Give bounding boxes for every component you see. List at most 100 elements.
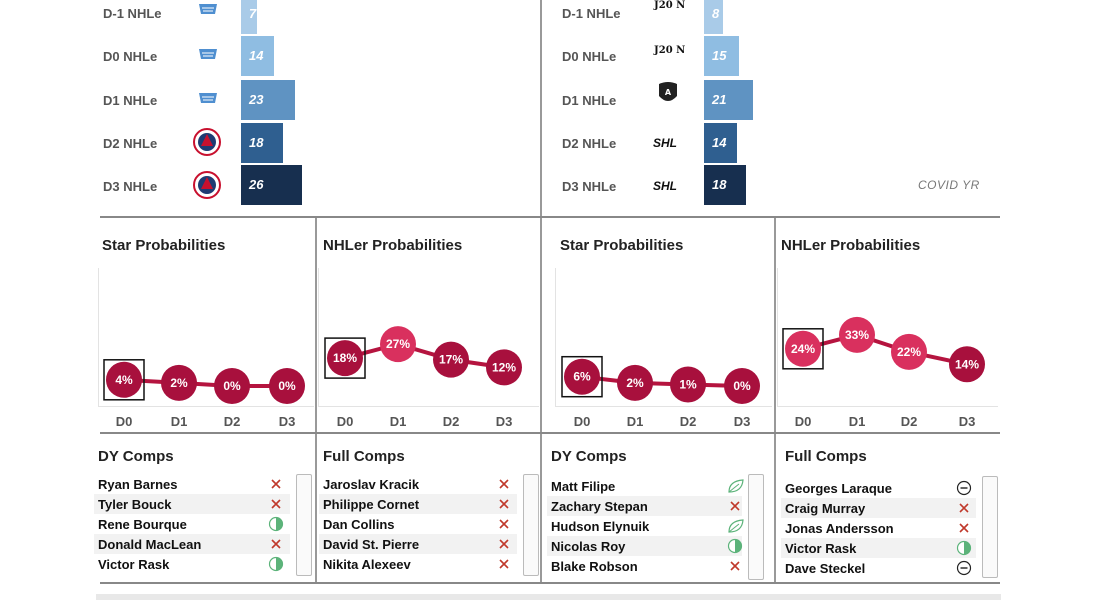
probability-point	[564, 358, 600, 395]
half-circle-icon	[956, 540, 972, 556]
comp-row-stripe	[94, 534, 290, 554]
shl-logo-icon: SHL	[653, 179, 677, 193]
probability-point	[839, 316, 875, 353]
comp-row-stripe	[94, 494, 290, 514]
current-year-highlight	[103, 359, 145, 401]
qmjhl-logo-icon	[199, 49, 217, 59]
comp-player-name: Victor Rask	[98, 557, 170, 572]
half-circle-icon	[727, 538, 743, 554]
nhle-bar-value: 18	[249, 135, 264, 150]
x-axis-tick-label: D2	[224, 414, 241, 429]
comp-row-stripe	[547, 536, 742, 556]
probability-label: 0%	[733, 379, 751, 393]
j20-logo-icon: J20 N	[654, 0, 686, 11]
probability-point	[670, 366, 706, 403]
x-icon	[727, 498, 743, 514]
left-nhler-probability-chart: 18% D0 27% D1 17% D2 12% D3	[324, 326, 522, 429]
probability-point	[785, 330, 821, 367]
probability-point	[161, 364, 197, 401]
probability-label: 6%	[573, 370, 591, 384]
nhle-bar: 14	[704, 123, 737, 163]
panel-divider	[315, 218, 317, 584]
probability-point	[327, 340, 363, 377]
x-axis-tick-label: D3	[279, 414, 296, 429]
left-row-label: D2 NHLe	[103, 136, 158, 151]
comp-player-name: Dan Collins	[323, 517, 395, 532]
ahl-logo-icon	[193, 128, 221, 156]
nhle-bar-value: 23	[249, 92, 264, 107]
right-star-probability-chart: 6% D0 2% D1 1% D2 0% D3	[561, 355, 760, 429]
left-star-probability-chart: 4% D0 2% D1 0% D2 0% D3	[103, 359, 305, 429]
current-year-highlight	[324, 337, 366, 379]
x-axis-tick-label: D1	[171, 414, 188, 429]
star-probabilities-title: Star Probabilities	[102, 237, 226, 254]
comp-player-name: Craig Murray	[785, 501, 866, 516]
comp-player-name: Georges Laraque	[785, 481, 892, 496]
probability-point	[724, 368, 760, 404]
panel-divider	[540, 218, 542, 584]
svg-text:A: A	[665, 88, 672, 97]
x-axis-tick-label: D0	[574, 414, 591, 429]
comp-player-name: Hudson Elynuik	[551, 519, 650, 534]
comp-row-stripe	[319, 534, 517, 554]
j20-logo-icon: J20 N	[654, 45, 686, 56]
x-axis-tick-label: D3	[959, 414, 976, 429]
comp-row-stripe	[781, 498, 976, 518]
nhle-bar: 18	[704, 165, 746, 205]
x-icon	[268, 496, 284, 512]
comp-player-name: Nicolas Roy	[551, 539, 626, 554]
probability-label: 2%	[170, 376, 188, 390]
x-icon	[956, 520, 972, 536]
qmjhl-logo-icon	[199, 4, 217, 14]
x-icon	[268, 536, 284, 552]
nhle-bar: 21	[704, 80, 753, 120]
x-icon	[268, 476, 284, 492]
nhle-bar: 14	[241, 36, 274, 76]
x-axis-tick-label: D2	[901, 414, 918, 429]
probability-label: 17%	[439, 353, 463, 367]
comp-player-name: Jaroslav Kracik	[323, 477, 420, 492]
leaf-icon	[727, 518, 744, 534]
x-icon	[496, 516, 512, 532]
comp-player-name: David St. Pierre	[323, 537, 420, 552]
chart-frame	[555, 268, 772, 407]
minus-circle-icon	[956, 480, 972, 496]
dy-comps-title: DY Comps	[551, 448, 627, 465]
scrollbar[interactable]	[523, 474, 539, 576]
comp-player-name: Nikita Alexeev	[323, 557, 411, 572]
chart-frame	[98, 268, 314, 407]
chart-frame	[318, 268, 539, 407]
x-icon	[496, 556, 512, 572]
comp-player-name: Blake Robson	[551, 559, 638, 574]
x-icon	[496, 496, 512, 512]
allsvenskan-logo-icon: A	[659, 82, 677, 101]
x-axis-tick-label: D2	[443, 414, 460, 429]
x-axis-tick-label: D3	[734, 414, 751, 429]
probability-point	[380, 326, 416, 363]
probability-label: 0%	[278, 379, 296, 393]
left-row-label: D3 NHLe	[103, 179, 158, 194]
comp-player-name: Victor Rask	[785, 541, 857, 556]
scrollbar[interactable]	[982, 476, 998, 578]
nhle-bar: 7	[241, 0, 257, 34]
comp-player-name: Philippe Cornet	[323, 497, 420, 512]
right-row-label: D1 NHLe	[562, 93, 617, 108]
comp-player-name: Dave Steckel	[785, 561, 866, 576]
probability-label: 33%	[845, 328, 869, 342]
scrollbar[interactable]	[296, 474, 312, 576]
scrollbar[interactable]	[748, 474, 764, 580]
dy-comps-title: DY Comps	[98, 448, 174, 465]
nhler-probabilities-title: NHLer Probabilities	[323, 237, 463, 254]
probability-line	[123, 377, 287, 388]
right-row-label: D3 NHLe	[562, 179, 617, 194]
probability-label: 12%	[492, 360, 516, 374]
probability-label: 27%	[386, 337, 410, 351]
half-circle-icon	[268, 516, 284, 532]
probability-label: 1%	[679, 377, 697, 391]
nhle-bar-value: 21	[712, 92, 727, 107]
x-axis-tick-label: D0	[337, 414, 354, 429]
probability-point	[269, 368, 305, 404]
shl-logo-icon: SHL	[653, 136, 677, 150]
probability-line	[802, 332, 968, 367]
comp-row-stripe	[781, 538, 976, 558]
